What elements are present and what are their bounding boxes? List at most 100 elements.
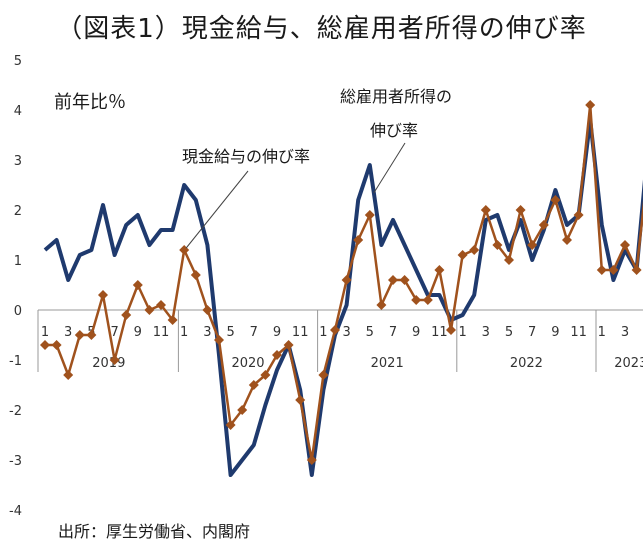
data-point-marker [480, 205, 491, 215]
data-point-marker [237, 405, 248, 415]
chart-title: （図表1）現金給与、総雇用者所得の伸び率 [56, 14, 587, 44]
data-point-marker [608, 265, 619, 275]
data-point-marker [283, 340, 294, 350]
data-point-marker [399, 275, 410, 285]
data-point-marker [202, 305, 213, 315]
month-tick-label: 7 [110, 325, 118, 340]
month-tick-label: 9 [551, 325, 559, 340]
month-tick-label: 1 [319, 325, 327, 340]
data-point-marker [364, 210, 375, 220]
y-tick-label: 0 [14, 304, 22, 319]
y-tick-label: 1 [14, 254, 22, 269]
month-tick-label: 1 [598, 325, 606, 340]
data-point-marker [434, 265, 445, 275]
data-point-marker [121, 310, 132, 320]
year-label: 2023 [614, 356, 643, 371]
annotation-leader [185, 170, 249, 249]
month-tick-label: 11 [570, 325, 587, 340]
data-point-marker [585, 100, 596, 110]
data-point-marker [620, 240, 630, 250]
data-point-marker [341, 275, 352, 285]
month-tick-label: 11 [292, 325, 309, 340]
month-tick-label: 3 [482, 325, 490, 340]
year-label: 2019 [92, 356, 125, 371]
data-point-marker [260, 370, 271, 380]
data-point-marker [295, 395, 306, 405]
data-point-marker [573, 210, 584, 220]
month-tick-label: 11 [431, 325, 448, 340]
data-point-marker [538, 220, 549, 230]
data-point-marker [562, 235, 572, 245]
data-point-marker [167, 315, 178, 325]
month-tick-label: 5 [505, 325, 513, 340]
data-point-marker [469, 245, 480, 255]
month-tick-label: 5 [226, 325, 234, 340]
data-point-marker [63, 370, 74, 380]
series-line [45, 103, 643, 462]
data-point-marker [306, 455, 317, 465]
data-point-marker [492, 240, 503, 250]
data-point-marker [214, 335, 224, 345]
month-tick-label: 7 [250, 325, 258, 340]
y-tick-label: -1 [9, 354, 22, 369]
month-tick-label: 1 [180, 325, 188, 340]
data-point-marker [318, 370, 329, 380]
month-tick-label: 5 [366, 325, 374, 340]
data-point-marker [132, 280, 143, 290]
data-point-marker [74, 330, 85, 340]
y-tick-label: 4 [14, 104, 22, 119]
month-tick-label: 9 [273, 325, 281, 340]
data-point-marker [109, 355, 120, 365]
unit-label: 前年比％ [54, 92, 126, 113]
y-tick-label: -3 [9, 454, 22, 469]
data-point-marker [515, 205, 526, 215]
y-tick-label: 5 [14, 54, 22, 69]
month-tick-label: 11 [153, 325, 170, 340]
year-label: 2021 [371, 356, 404, 371]
data-point-marker [596, 265, 607, 275]
data-point-marker [388, 275, 398, 285]
annotation-label: 伸び率 [370, 121, 418, 140]
source-note: 出所：厚生労働省、内閣府 [58, 522, 251, 541]
y-tick-label: 3 [14, 154, 22, 169]
month-tick-label: 7 [389, 325, 397, 340]
year-label: 2022 [510, 356, 543, 371]
data-point-marker [51, 340, 62, 350]
series-line [43, 118, 643, 477]
year-label: 2020 [231, 356, 264, 371]
annotation-leader [373, 142, 406, 194]
data-point-marker [631, 265, 642, 275]
data-point-marker [422, 295, 433, 305]
y-tick-label: 2 [14, 204, 22, 219]
data-point-marker [40, 340, 50, 350]
month-tick-label: 3 [342, 325, 350, 340]
month-tick-label: 9 [412, 325, 420, 340]
month-tick-label: 9 [134, 325, 142, 340]
data-point-marker [353, 235, 364, 245]
month-tick-label: 7 [528, 325, 536, 340]
annotation-label: 総雇用者所得の [340, 87, 452, 106]
data-point-marker [330, 325, 340, 335]
month-tick-label: 3 [64, 325, 72, 340]
data-point-marker [411, 295, 422, 305]
data-point-marker [272, 350, 282, 360]
data-point-marker [376, 300, 387, 310]
data-point-marker [86, 330, 97, 340]
data-point-marker [98, 290, 108, 300]
data-point-marker [248, 380, 259, 390]
data-point-marker [527, 240, 538, 250]
data-point-marker [457, 250, 468, 260]
data-point-marker [446, 325, 456, 335]
data-point-marker [504, 255, 514, 265]
y-tick-label: -4 [9, 504, 22, 519]
month-tick-label: 1 [458, 325, 466, 340]
data-point-marker [550, 195, 561, 205]
data-point-marker [225, 420, 236, 430]
month-tick-label: 3 [621, 325, 629, 340]
annotation-label: 現金給与の伸び率 [182, 147, 310, 166]
y-tick-label: -2 [9, 404, 22, 419]
month-tick-label: 3 [203, 325, 211, 340]
month-tick-label: 1 [41, 325, 49, 340]
data-point-marker [144, 305, 155, 315]
